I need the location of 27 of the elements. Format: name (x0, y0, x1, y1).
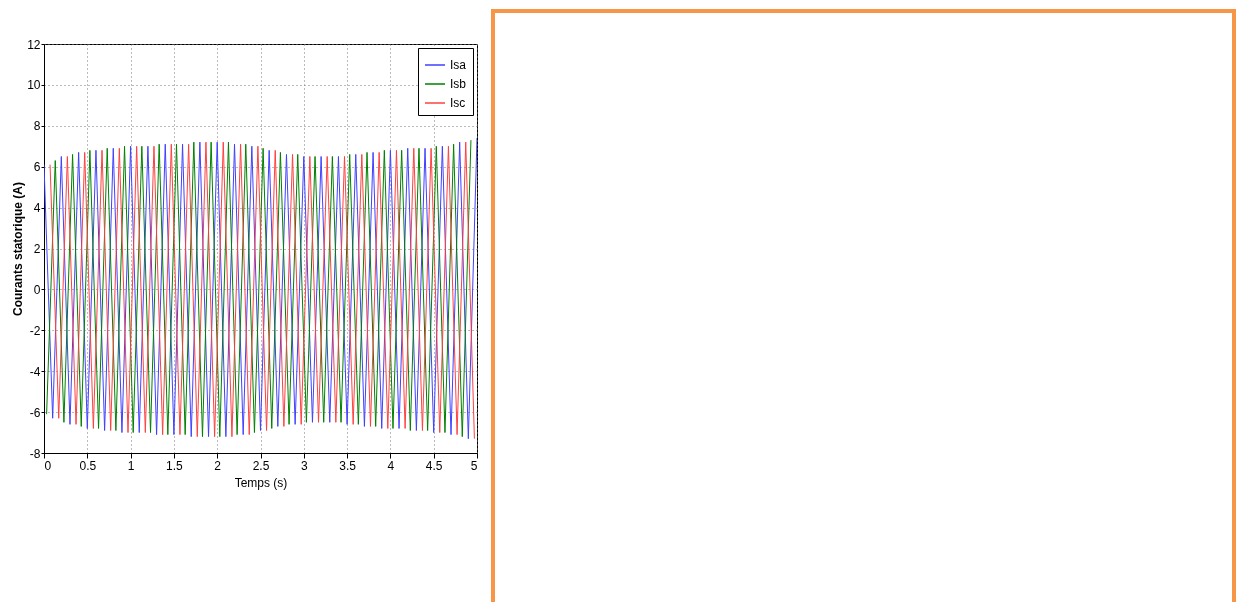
x-tick-label: 3 (300, 458, 308, 473)
legend-label: Isa (450, 58, 467, 72)
x-tick-label: 2 (214, 458, 222, 473)
x-tick-label: 0 (44, 458, 52, 473)
x-tick-label: 2.5 (252, 458, 270, 473)
y-tick-label: 12 (27, 37, 41, 52)
y-tick-label: -2 (29, 323, 41, 338)
x-tick-label: 4 (387, 458, 395, 473)
y-tick-label: 8 (33, 119, 41, 134)
y-tick-label: 4 (33, 201, 41, 216)
x-tick-label: 3.5 (339, 458, 357, 473)
x-tick-label: 0.5 (79, 458, 97, 473)
x-axis-title: Temps (s) (234, 475, 288, 490)
x-tick-label: 5 (470, 458, 478, 473)
y-tick-label: 2 (33, 242, 41, 256)
y-tick-label: 10 (27, 78, 41, 93)
y-tick-label: -4 (29, 364, 41, 379)
legend-label: Isb (450, 77, 467, 91)
y-tick-label: -8 (29, 446, 41, 461)
x-tick-label: 1 (127, 458, 135, 473)
y-tick-label: -6 (29, 405, 41, 420)
y-tick-label: 6 (33, 160, 41, 175)
y-axis-title: Courants statorique (A) (11, 181, 26, 317)
x-tick-label: 1.5 (166, 458, 184, 473)
y-tick-label: 0 (33, 282, 41, 297)
x-tick-label: 4.5 (425, 458, 443, 473)
legend-label: Isc (450, 96, 466, 110)
